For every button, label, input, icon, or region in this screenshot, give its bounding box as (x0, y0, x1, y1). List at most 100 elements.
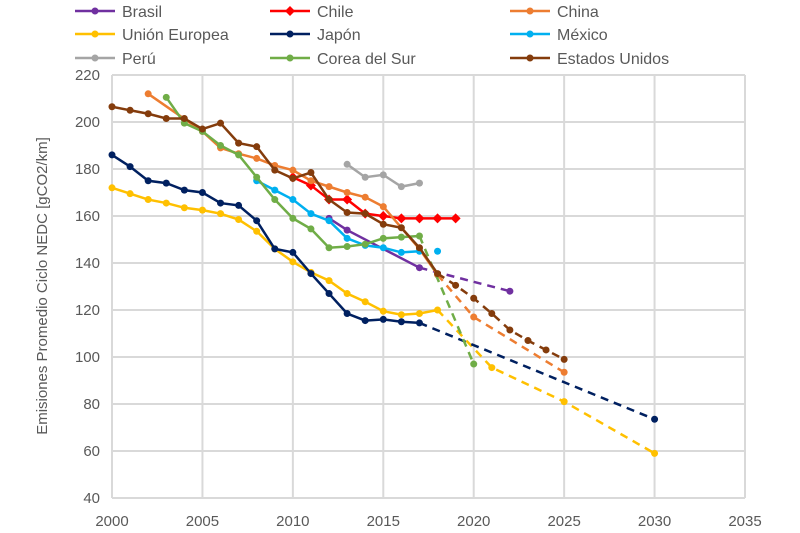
data-point (289, 174, 297, 182)
data-point (343, 310, 351, 318)
data-point (397, 248, 405, 256)
projection-point (560, 355, 568, 363)
data-point (253, 227, 261, 235)
legend-marker (526, 30, 534, 38)
data-point (162, 114, 170, 122)
legend-marker (526, 7, 534, 15)
legend-marker (91, 7, 99, 15)
legend-item: Chile (270, 4, 354, 21)
x-tick-label: 2035 (728, 513, 761, 530)
legend-marker (526, 54, 534, 62)
series-Brasil (325, 214, 514, 295)
data-point (361, 173, 369, 181)
data-point (325, 183, 333, 191)
projection-point (542, 346, 550, 354)
data-point (397, 318, 405, 326)
series-line (256, 179, 420, 254)
legend-marker (286, 54, 294, 62)
data-point (289, 258, 297, 266)
projection-point (560, 398, 568, 406)
legend-label: China (557, 4, 599, 21)
data-point (307, 225, 315, 233)
data-point (198, 189, 206, 196)
series-group (108, 90, 659, 457)
data-point (253, 154, 261, 162)
data-point (379, 244, 387, 252)
data-point (126, 106, 134, 114)
data-point (361, 210, 369, 218)
axes: 40 60 80 100 120 140 160 180 200 220 2000 2005 2010 2… (75, 67, 762, 530)
data-point (379, 171, 387, 179)
data-point (434, 306, 442, 314)
series-Japón (108, 151, 659, 423)
y-tick-label: 160 (75, 208, 100, 225)
data-point (414, 213, 425, 224)
data-point (415, 264, 423, 272)
projection-point (452, 281, 460, 289)
data-point (325, 290, 333, 298)
data-point (343, 243, 351, 251)
data-point (108, 151, 116, 159)
data-point (144, 110, 152, 118)
data-point (397, 233, 405, 241)
data-point (144, 196, 152, 204)
projection-point (560, 368, 568, 376)
series-Corea del Sur (162, 93, 478, 368)
data-point (361, 317, 369, 325)
data-point (217, 142, 225, 149)
data-point (397, 311, 405, 319)
projection-point (488, 364, 496, 372)
projection-line (418, 321, 656, 421)
data-point (325, 196, 333, 204)
legend-item: Corea del Sur (270, 51, 416, 68)
data-point (162, 199, 170, 207)
data-point (126, 190, 134, 198)
projection-point (470, 294, 478, 302)
legend-label: Corea del Sur (317, 51, 416, 68)
data-point (434, 247, 442, 255)
data-point (415, 244, 423, 252)
x-tick-label: 2010 (276, 513, 309, 530)
data-point (396, 213, 407, 224)
data-point (343, 160, 351, 168)
data-point (378, 211, 389, 221)
projection-point (506, 326, 514, 334)
projection-point (651, 449, 659, 457)
legend-item: China (510, 4, 599, 21)
y-tick-label: 80 (83, 396, 100, 413)
legend-label: México (557, 27, 608, 44)
legend-marker (91, 54, 99, 62)
projection-line (436, 309, 656, 455)
projection-line (419, 266, 511, 293)
projection-point (470, 313, 478, 321)
data-point (235, 151, 243, 159)
data-point (343, 189, 351, 196)
data-point (253, 173, 261, 181)
series-Perú (343, 160, 423, 191)
data-point (180, 186, 188, 194)
data-point (379, 234, 387, 242)
data-point (198, 206, 206, 214)
projection-point (651, 415, 659, 423)
data-point (343, 290, 351, 298)
y-axis-label: Emisiones Promedio Ciclo NEDC [gCO2/km] (34, 137, 51, 435)
data-point (289, 248, 297, 256)
gridlines (111, 74, 746, 499)
data-point (415, 319, 423, 327)
series-China (144, 90, 568, 376)
y-tick-label: 140 (75, 255, 100, 272)
x-tick-label: 2025 (547, 513, 580, 530)
data-point (180, 204, 188, 212)
data-point (434, 270, 442, 278)
legend-label: Brasil (122, 4, 162, 21)
data-point (217, 199, 225, 207)
data-point (397, 224, 405, 232)
data-point (307, 177, 315, 185)
data-point (415, 179, 423, 187)
data-point (144, 177, 152, 185)
series-Estados Unidos (108, 103, 568, 363)
data-point (289, 196, 297, 204)
data-point (397, 183, 405, 191)
legend-item: Brasil (75, 4, 162, 21)
data-point (343, 208, 351, 216)
